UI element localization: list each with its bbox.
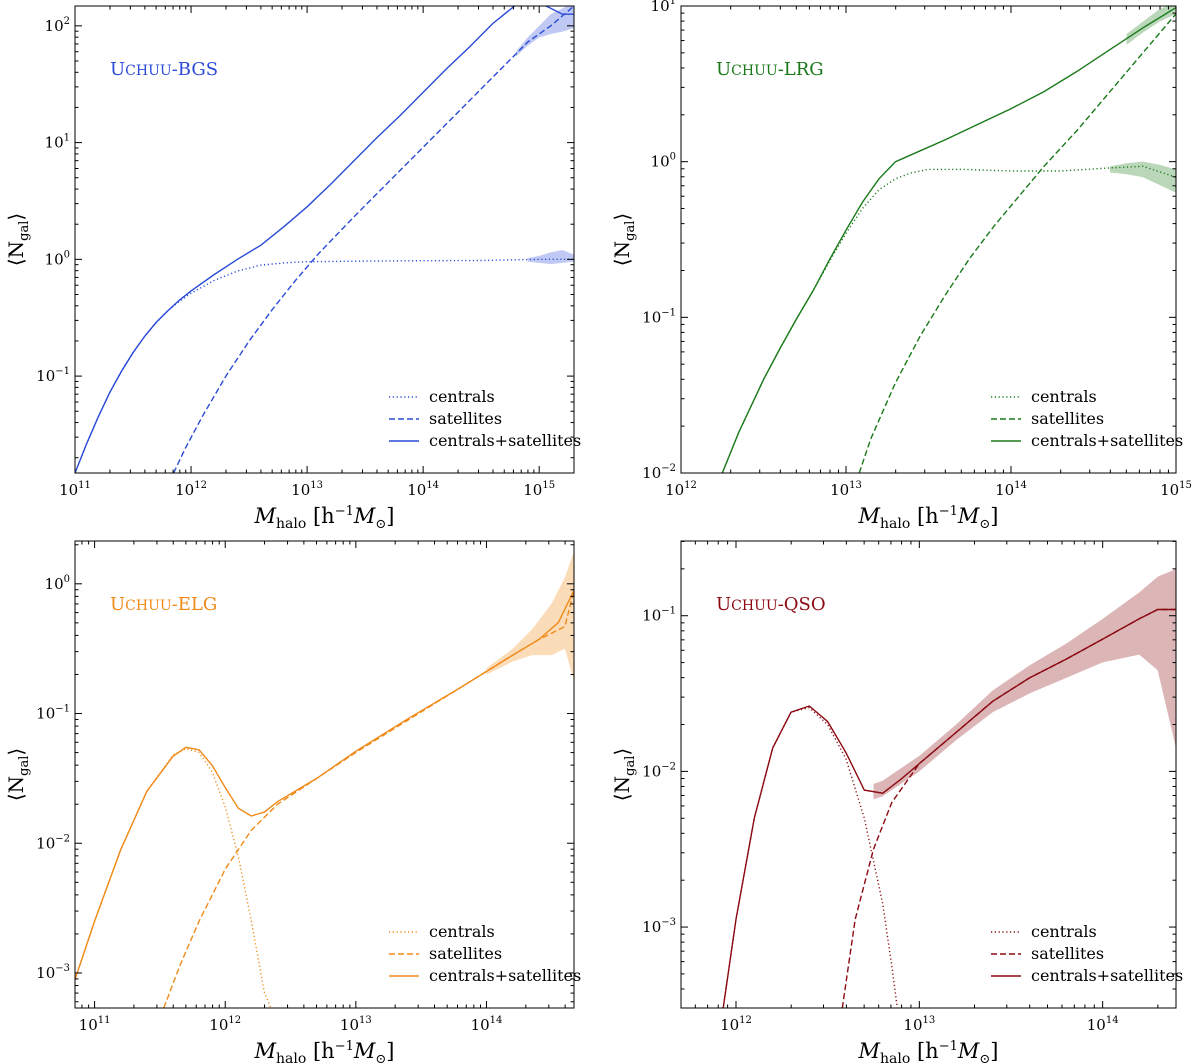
legend-label: satellites (429, 409, 502, 428)
y-tick-label: 10−1 (36, 366, 70, 385)
legend-label: centrals+satellites (1031, 966, 1183, 985)
plot-area (721, 6, 1176, 473)
y-axis-label: ⟨Ngal⟩ (610, 748, 638, 801)
series-centrals-plus-satellites (75, 589, 574, 980)
x-tick-label: 1015 (523, 480, 555, 499)
plot-area (75, 6, 574, 473)
y-tick-label: 10−2 (642, 463, 676, 482)
y-tick-label: 100 (651, 152, 676, 171)
x-axis-label: Mhalo [h−1M⊙] (254, 504, 395, 532)
x-tick-label: 1011 (59, 480, 91, 499)
x-tick-label: 1014 (995, 480, 1027, 499)
y-tick-label: 10−3 (36, 963, 70, 982)
y-axis-label: ⟨Ngal⟩ (4, 748, 32, 801)
series-centrals-plus-satellites (722, 608, 1176, 1008)
panel-title: UCHUU-ELG (110, 594, 217, 615)
axes-frame (74, 540, 575, 1009)
legend-label: centrals (1031, 922, 1097, 941)
y-tick-label: 10−3 (642, 917, 676, 936)
y-tick-label: 101 (45, 133, 70, 152)
legend-label: centrals (1031, 387, 1097, 406)
panel-4: 1012 1013 1014 10−3 10−2 10−1 Mhalo [h−1M⊙] ⟨Ng… (610, 540, 1183, 1064)
y-tick-label: 10−2 (642, 761, 676, 780)
legend-label: centrals+satellites (1031, 431, 1183, 450)
legend-label: satellites (429, 944, 502, 963)
uncertainty-band (486, 551, 574, 682)
x-tick-label: 1012 (175, 480, 207, 499)
y-tick-label: 10−2 (36, 833, 70, 852)
legend-label: satellites (1031, 409, 1104, 428)
x-tick-label: 1014 (1087, 1015, 1119, 1034)
axes-frame (74, 5, 575, 474)
x-tick-label: 1012 (209, 1015, 241, 1034)
series-centrals (75, 747, 272, 1008)
y-tick-label: 10−1 (642, 606, 676, 625)
plot-area (722, 569, 1176, 1008)
y-axis-label: ⟨Ngal⟩ (610, 213, 638, 266)
y-tick-label: 102 (45, 16, 70, 35)
y-tick-label: 100 (45, 574, 70, 593)
x-tick-label: 1014 (407, 480, 439, 499)
panel-title: UCHUU-QSO (716, 594, 826, 615)
panel-3: 1011 1012 1013 1014 10−3 10−2 10−1 100 Mhalo [h−… (4, 540, 581, 1064)
x-tick-label: 1012 (665, 480, 697, 499)
x-tick-label: 1013 (291, 480, 323, 499)
x-tick-label: 1011 (79, 1015, 111, 1034)
panel-1: 1011 1012 1013 1014 1015 10−1 100 101 102 Mhalo [… (4, 5, 581, 532)
legend-label: satellites (1031, 944, 1104, 963)
panel-title: UCHUU-LRG (716, 59, 824, 80)
y-tick-label: 10−1 (36, 704, 70, 723)
y-axis-label: ⟨Ngal⟩ (4, 213, 32, 266)
legend: centrals satellites centrals+satellites (991, 387, 1183, 450)
uncertainty-band (515, 6, 574, 57)
y-tick-label: 100 (45, 249, 70, 268)
x-axis-label: Mhalo [h−1M⊙] (858, 504, 999, 532)
central-uncertainty-band (527, 250, 574, 265)
plot-area (75, 551, 574, 1008)
series-centrals-plus-satellites (721, 7, 1176, 473)
panel-2: 1012 1013 1014 1015 10−2 10−1 100 101 Mhalo [h−1… (610, 0, 1192, 532)
x-tick-label: 1013 (340, 1015, 372, 1034)
panel-title: UCHUU-BGS (110, 59, 218, 80)
y-tick-label: 101 (651, 0, 676, 15)
axes-frame (680, 540, 1177, 1009)
series-satellites (172, 6, 574, 473)
legend-label: centrals (429, 387, 495, 406)
legend: centrals satellites centrals+satellites (991, 922, 1183, 985)
uncertainty-band (873, 569, 1176, 800)
series-satellites (841, 608, 1176, 1008)
x-tick-label: 1013 (903, 1015, 935, 1034)
x-tick-label: 1012 (720, 1015, 752, 1034)
x-axis-label: Mhalo [h−1M⊙] (858, 1039, 999, 1064)
x-tick-label: 1014 (471, 1015, 503, 1034)
central-uncertainty-band (1110, 161, 1176, 193)
x-tick-label: 1015 (1160, 480, 1192, 499)
x-tick-label: 1013 (830, 480, 862, 499)
legend: centrals satellites centrals+satellites (389, 922, 581, 985)
y-tick-label: 10−1 (642, 307, 676, 326)
series-centrals-plus-satellites (75, 6, 574, 473)
series-satellites (858, 13, 1176, 473)
legend-label: centrals+satellites (429, 431, 581, 450)
legend-label: centrals+satellites (429, 966, 581, 985)
legend-label: centrals (429, 922, 495, 941)
series-centrals (721, 165, 1176, 473)
axes-frame (680, 5, 1177, 474)
legend: centrals satellites centrals+satellites (389, 387, 581, 450)
x-axis-label: Mhalo [h−1M⊙] (254, 1039, 395, 1064)
